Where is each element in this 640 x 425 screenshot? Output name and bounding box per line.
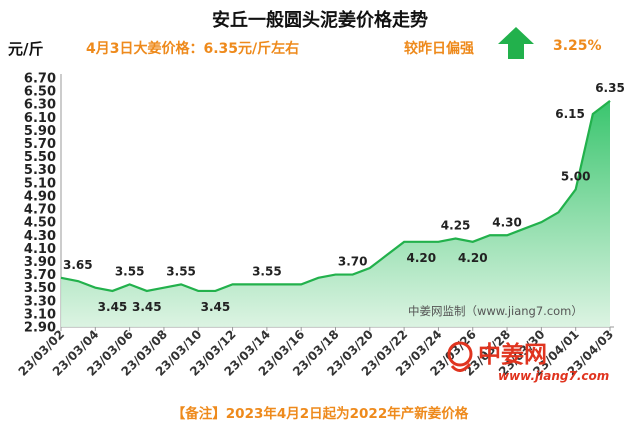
data-label: 3.45: [201, 300, 231, 314]
data-label: 3.70: [338, 255, 368, 269]
data-label: 3.45: [132, 300, 162, 314]
chart-title: 安丘一般圆头泥姜价格走势: [212, 10, 428, 31]
data-label: 3.45: [98, 300, 128, 314]
compare-label: 较昨日偏强: [404, 41, 474, 57]
y-tick-label: 2.90: [24, 321, 56, 336]
data-label: 3.55: [252, 264, 282, 278]
data-label: 4.25: [441, 219, 471, 233]
y-tick-label: 3.10: [24, 307, 56, 322]
up-arrow-icon: [498, 27, 534, 59]
data-label: 4.20: [406, 251, 436, 265]
y-tick-label: 4.10: [24, 242, 56, 257]
unit-label: 元/斤: [8, 40, 44, 58]
logo-text: 中姜网: [478, 341, 547, 368]
y-tick-label: 4.70: [24, 203, 56, 218]
data-label: 6.35: [595, 81, 625, 95]
data-label: 3.65: [63, 258, 93, 272]
data-label: 3.55: [115, 264, 145, 278]
y-tick-label: 6.70: [24, 72, 56, 87]
data-label: 4.20: [458, 251, 488, 265]
price-note: 4月3日大姜价格：6.35元/斤左右: [86, 41, 300, 57]
data-label: 4.30: [492, 215, 522, 229]
data-label: 6.15: [555, 107, 585, 121]
price-line: [60, 100, 611, 293]
y-tick-label: 3.90: [24, 255, 56, 270]
y-tick-label: 4.50: [24, 216, 56, 231]
y-tick-label: 3.30: [24, 294, 56, 309]
logo-url: www.jiang7.com: [498, 369, 609, 383]
price-area: [61, 100, 610, 328]
y-tick-label: 6.30: [24, 98, 56, 113]
y-tick-label: 5.30: [24, 163, 56, 178]
y-tick-label: 5.50: [24, 150, 56, 165]
y-tick-label: 5.10: [24, 176, 56, 191]
footnote: 【备注】2023年4月2日起为2022年产新姜价格: [171, 406, 469, 422]
ginger-logo-icon: [447, 341, 473, 372]
data-label: 3.55: [166, 264, 196, 278]
change-percent: 3.25%: [553, 38, 602, 54]
y-tick-label: 4.30: [24, 229, 56, 244]
y-tick-label: 4.90: [24, 189, 56, 204]
y-tick-label: 5.70: [24, 137, 56, 152]
y-tick-label: 6.50: [24, 85, 56, 100]
data-label: 5.00: [561, 169, 591, 183]
watermark: 中姜网监制（www.jiang7.com）: [408, 304, 583, 318]
y-tick-label: 3.50: [24, 281, 56, 296]
y-tick-label: 6.10: [24, 111, 56, 126]
y-tick-label: 3.70: [24, 268, 56, 283]
y-tick-label: 5.90: [24, 124, 56, 139]
